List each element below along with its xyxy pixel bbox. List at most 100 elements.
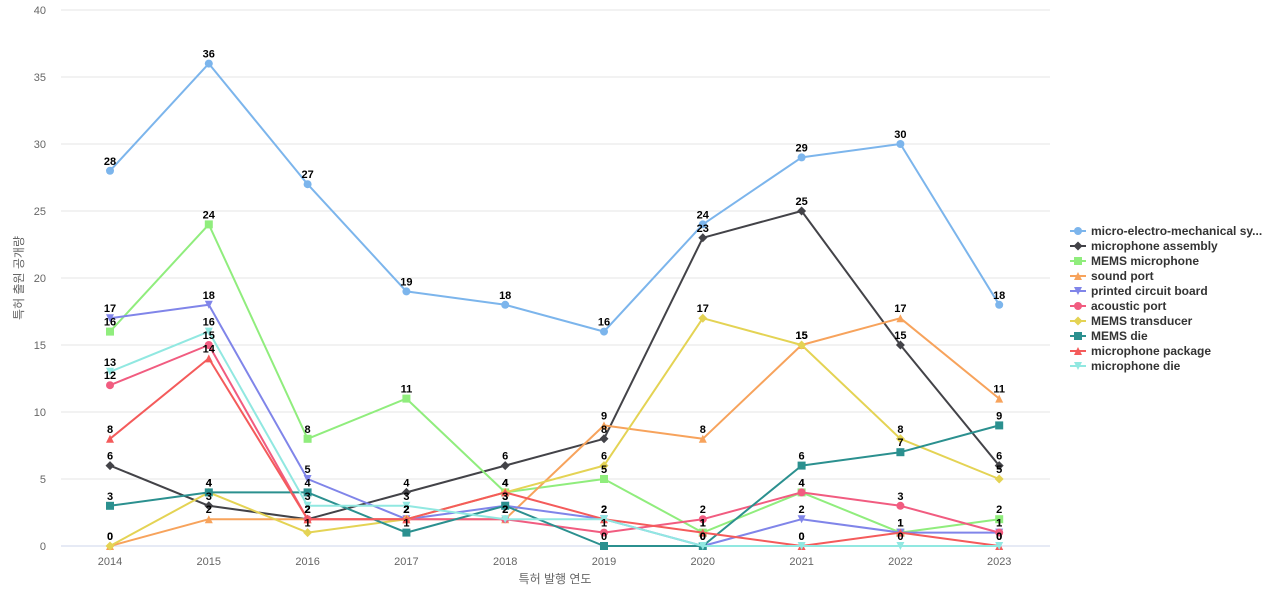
data-label: 11 (401, 384, 413, 396)
legend-label: microphone die (1091, 359, 1181, 373)
data-label: 3 (502, 491, 508, 503)
legend-marker (1074, 332, 1082, 340)
data-label: 3 (403, 491, 409, 503)
data-label: 2 (403, 504, 409, 516)
data-point (797, 340, 807, 350)
data-point (995, 394, 1004, 403)
data-point (895, 340, 905, 350)
data-label: 3 (305, 491, 311, 503)
data-label: 17 (894, 303, 906, 315)
data-point (797, 515, 806, 524)
series-line (109, 344, 1001, 534)
data-label: 2 (403, 504, 409, 516)
data-point (501, 515, 510, 524)
data-label: 5 (305, 464, 311, 476)
data-label: 1 (996, 518, 1002, 530)
legend-marker (1074, 227, 1082, 235)
data-point (600, 475, 608, 483)
data-label: 15 (203, 330, 215, 342)
series-1 (105, 206, 1004, 524)
data-point (995, 300, 1004, 309)
data-point (204, 501, 214, 511)
legend-item[interactable]: MEMS die (1070, 329, 1148, 343)
data-point (994, 474, 1004, 484)
legend-marker (1073, 316, 1083, 326)
data-point (402, 528, 411, 537)
data-label: 8 (601, 424, 607, 436)
x-tick-label: 2016 (295, 556, 319, 568)
legend-item[interactable]: micro-electro-mechanical sy... (1070, 224, 1262, 238)
data-point (896, 528, 905, 537)
data-label: 18 (203, 290, 215, 302)
data-label: 14 (203, 343, 216, 355)
data-label: 28 (104, 156, 116, 168)
data-label: 7 (897, 437, 903, 449)
data-point (204, 341, 213, 349)
data-label: 0 (107, 531, 113, 543)
legend: micro-electro-mechanical sy...microphone… (1070, 224, 1262, 373)
data-label: 3 (206, 491, 212, 503)
data-label: 15 (894, 330, 906, 342)
data-label: 29 (795, 142, 807, 154)
data-label: 2 (700, 504, 706, 516)
data-label: 3 (502, 491, 508, 503)
data-point (303, 475, 312, 483)
data-label: 25 (795, 196, 807, 208)
data-label: 6 (996, 451, 1002, 463)
data-point (896, 501, 905, 510)
x-tick-label: 2019 (592, 556, 616, 568)
data-point (105, 461, 115, 471)
data-label: 12 (104, 370, 116, 382)
legend-item[interactable]: microphone package (1070, 344, 1211, 358)
data-point (797, 488, 806, 497)
y-tick-label: 0 (40, 541, 46, 553)
data-point (402, 501, 411, 510)
legend-item[interactable]: microphone assembly (1070, 239, 1218, 253)
data-point (204, 354, 213, 363)
data-point (106, 166, 114, 175)
legend-label: MEMS transducer (1091, 314, 1193, 328)
series-line (109, 424, 1001, 547)
data-point (204, 327, 213, 336)
legend-item[interactable]: MEMS microphone (1070, 254, 1199, 268)
data-point (600, 528, 608, 537)
data-point (995, 542, 1004, 550)
data-label: 23 (697, 223, 709, 235)
legend-marker (1074, 287, 1082, 295)
legend-item[interactable]: microphone die (1070, 359, 1181, 373)
data-point (698, 434, 707, 443)
data-point (599, 461, 609, 471)
legend-label: sound port (1091, 269, 1154, 283)
data-label: 8 (897, 424, 903, 436)
y-tick-label: 40 (34, 5, 46, 17)
y-tick-label: 5 (40, 474, 46, 486)
series-layer (105, 59, 1004, 551)
data-label: 0 (996, 531, 1002, 543)
data-point (402, 394, 411, 403)
data-label: 17 (697, 303, 709, 315)
data-point (303, 488, 312, 497)
data-point (402, 515, 411, 524)
data-point (698, 528, 707, 537)
data-point (797, 542, 806, 550)
data-label: 4 (206, 477, 213, 489)
data-label: 2 (502, 504, 508, 516)
data-point (896, 542, 905, 550)
series-0 (106, 59, 1004, 336)
legend-item[interactable]: sound port (1070, 269, 1154, 283)
legend-item[interactable]: printed circuit board (1070, 284, 1208, 298)
data-label: 16 (104, 317, 116, 329)
y-tick-label: 35 (34, 72, 46, 84)
legend-item[interactable]: acoustic port (1070, 299, 1166, 313)
data-label: 19 (400, 276, 412, 288)
data-label: 1 (897, 518, 903, 530)
data-point (797, 153, 806, 162)
legend-item[interactable]: MEMS transducer (1070, 314, 1193, 328)
data-point (106, 327, 114, 336)
series-6 (105, 313, 1004, 551)
data-point (106, 314, 114, 323)
data-label: 4 (799, 477, 806, 489)
data-labels-layer: 2836271918162429301863246823251561624811… (104, 49, 1005, 543)
data-label: 0 (799, 531, 805, 543)
data-label: 8 (700, 424, 706, 436)
